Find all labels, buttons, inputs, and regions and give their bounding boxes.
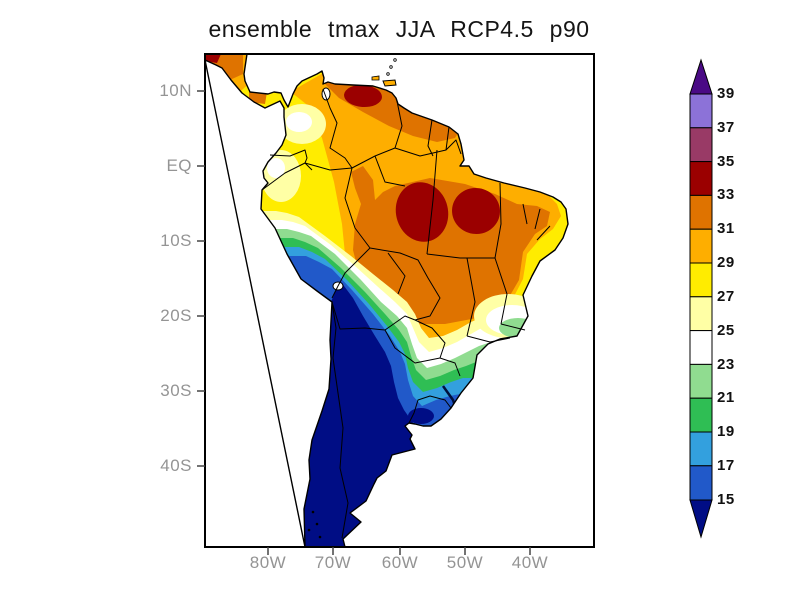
map-group (204, 53, 569, 548)
colorbar-label-33: 33 (717, 186, 735, 203)
colorbar-label-21: 21 (717, 389, 735, 406)
colorbar-box-19-21 (689, 397, 713, 433)
fjord-dot (318, 535, 322, 539)
island-trinidad (382, 79, 397, 87)
contour-core-33-35-centam (205, 54, 221, 63)
lon-label-60w: 60W (381, 553, 419, 572)
country-borders (261, 88, 462, 539)
lat-label-eq: EQ (166, 156, 192, 175)
lon-label-80w: 80W (249, 553, 287, 572)
colorbar-extend-top (689, 58, 713, 95)
colorbar-extend-bottom (689, 499, 713, 539)
colorbar-box-15-17 (689, 465, 713, 501)
navy-spot-uruguay (408, 408, 434, 424)
fjord-dot (311, 510, 315, 514)
plot-title: ensemble tmax JJA RCP4.5 p90 (208, 16, 590, 42)
lat-label-30s: 30S (160, 381, 192, 400)
contour-core-33-35-amazon-east (452, 187, 500, 235)
fjord-dot (307, 528, 311, 532)
axis-ticks (197, 90, 531, 555)
antilles-islet (389, 65, 393, 69)
colorbar (689, 58, 713, 539)
contour-band-31-33-panama (249, 88, 267, 104)
antilles-islet (386, 72, 390, 76)
colorbar-box-27-29 (689, 262, 713, 298)
colorbar-label-31: 31 (717, 220, 735, 237)
white-spot-colombia (286, 112, 312, 132)
contour-core-33-35-amazon-west (395, 182, 449, 242)
colorbar-box-29-31 (689, 228, 713, 264)
colorbar-box-23-25 (689, 330, 713, 365)
lon-label-70w: 70W (314, 553, 352, 572)
contour-core-33-35-venezuela (344, 84, 382, 108)
colorbar-label-23: 23 (717, 356, 735, 373)
white-spot-ecuador (267, 158, 285, 178)
fjord-dot (315, 522, 319, 526)
state-borders (387, 149, 551, 343)
lat-label-10n: 10N (159, 81, 192, 100)
antilles-islet (393, 58, 397, 62)
lat-label-40s: 40S (160, 456, 192, 475)
colorbar-label-39: 39 (717, 85, 735, 102)
lat-label-20s: 20S (160, 306, 192, 325)
contour-fill-group (205, 54, 568, 547)
colorbar-label-25: 25 (717, 322, 735, 339)
colorbar-box-35-37 (689, 127, 713, 163)
colorbar-box-37-39 (689, 93, 713, 129)
lat-label-10s: 10S (160, 231, 192, 250)
colorbar-box-33-35 (689, 161, 713, 196)
colorbar-box-25-27 (689, 296, 713, 332)
colorbar-box-17-19 (689, 431, 713, 467)
lon-label-50w: 50W (446, 553, 484, 572)
colorbar-label-17: 17 (717, 457, 735, 474)
colorbar-label-19: 19 (717, 423, 735, 440)
coastline (204, 53, 569, 548)
lon-label-40w: 40W (511, 553, 549, 572)
colorbar-label-27: 27 (717, 288, 735, 305)
colorbar-label-35: 35 (717, 153, 735, 170)
colorbar-label-15: 15 (717, 491, 735, 508)
colorbar-box-31-33 (689, 194, 713, 230)
colorbar-box-21-23 (689, 363, 713, 399)
island-margarita (371, 75, 380, 81)
colorbar-label-37: 37 (717, 119, 735, 136)
colorbar-label-29: 29 (717, 254, 735, 271)
